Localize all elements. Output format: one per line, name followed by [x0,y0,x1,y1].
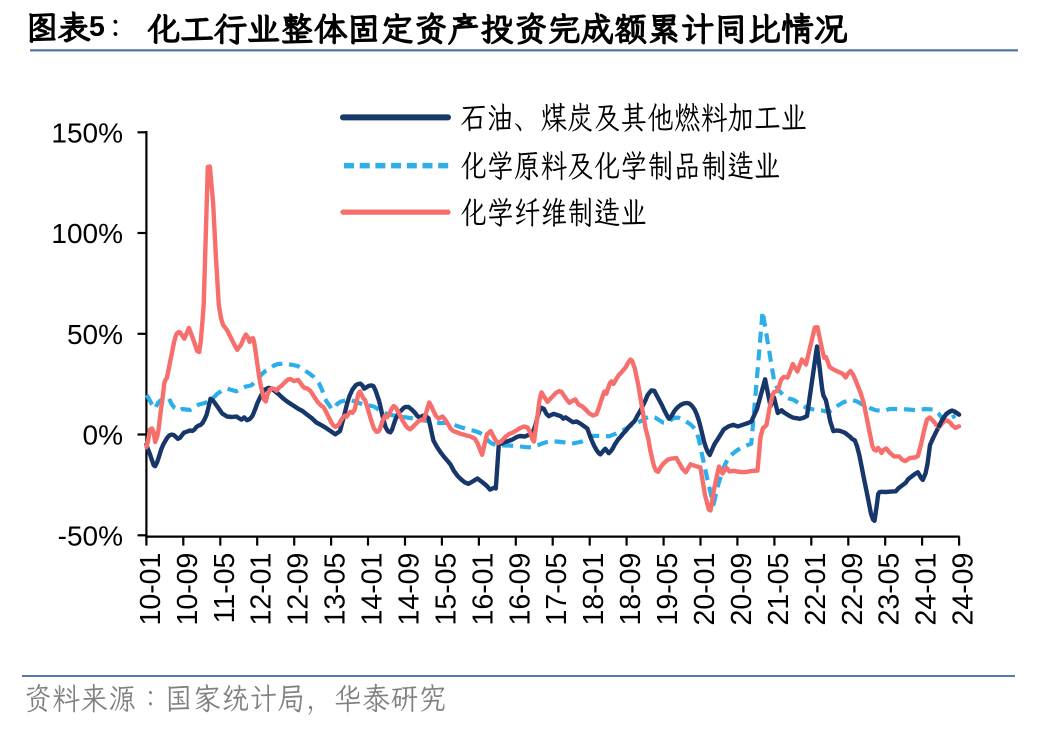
svg-text:21-05: 21-05 [763,553,795,626]
svg-text:20-09: 20-09 [726,553,758,626]
svg-text:14-09: 14-09 [394,553,426,626]
svg-text:0%: 0% [83,420,123,451]
svg-text:18-01: 18-01 [578,553,610,626]
svg-text:-50%: -50% [58,521,123,552]
svg-text:17-05: 17-05 [541,553,573,626]
svg-text:24-09: 24-09 [948,553,980,626]
svg-text:12-09: 12-09 [283,553,315,626]
svg-text:11-05: 11-05 [209,553,241,624]
svg-text:20-01: 20-01 [689,553,721,626]
svg-text:22-01: 22-01 [800,553,832,626]
svg-text:50%: 50% [67,319,123,350]
svg-text:15-05: 15-05 [430,553,462,626]
svg-text:22-09: 22-09 [837,553,869,626]
svg-text:18-09: 18-09 [615,553,647,626]
svg-text:10-09: 10-09 [172,553,204,626]
svg-text:150%: 150% [51,118,123,149]
svg-text:16-09: 16-09 [504,553,536,626]
svg-text:12-01: 12-01 [246,553,278,626]
svg-text:14-01: 14-01 [357,553,389,626]
svg-text:10-01: 10-01 [135,553,167,626]
svg-text:13-05: 13-05 [320,553,352,626]
svg-text:16-01: 16-01 [467,553,499,626]
svg-text:23-05: 23-05 [874,553,906,626]
svg-text:24-01: 24-01 [911,553,943,626]
svg-text:100%: 100% [51,218,123,249]
svg-text:19-05: 19-05 [652,553,684,626]
